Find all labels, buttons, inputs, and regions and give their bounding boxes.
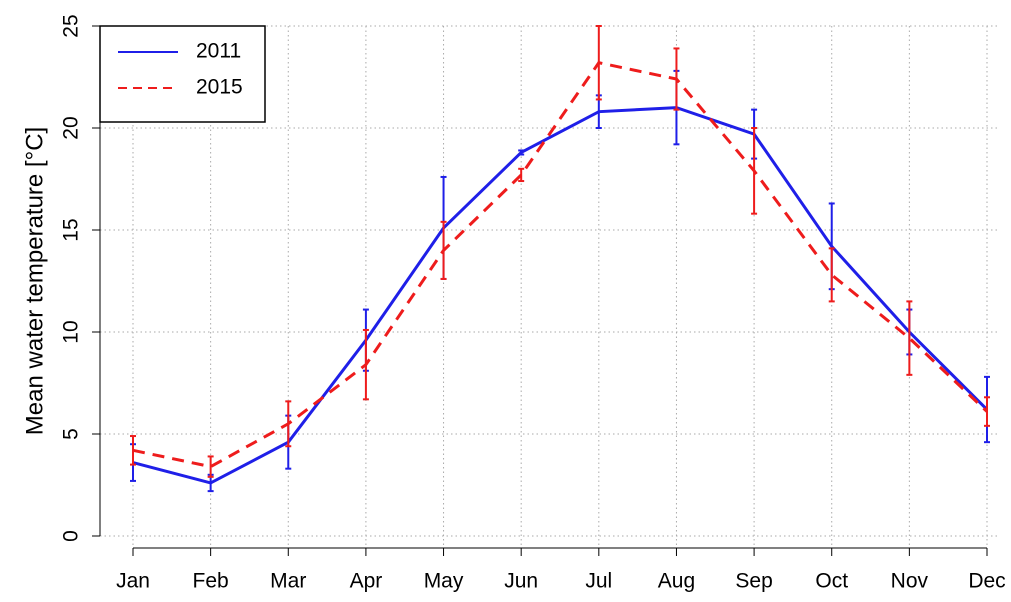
error-bar	[518, 167, 525, 183]
error-bar	[207, 455, 214, 478]
legend-box	[99, 25, 266, 123]
legend-label: 2011	[196, 40, 241, 63]
series-line	[132, 106, 989, 485]
y-tick-label: 25	[60, 14, 83, 37]
error-bar	[828, 247, 835, 303]
x-tick-label: Jul	[585, 570, 612, 593]
x-tick-label: Jan	[116, 570, 150, 593]
y-tick-label: 10	[60, 320, 83, 343]
y-tick-label: 5	[60, 428, 83, 440]
x-tick-label: Feb	[193, 570, 229, 593]
x-tick-label: Sep	[735, 570, 772, 593]
legend-label: 2015	[196, 76, 243, 99]
y-tick-label: 20	[60, 116, 83, 139]
x-tick-label: Apr	[350, 570, 383, 593]
x-tick-label: Mar	[270, 570, 306, 593]
y-tick-label: 15	[60, 218, 83, 241]
x-tick-label: Nov	[891, 570, 929, 593]
x-tick-label: Jun	[504, 570, 538, 593]
series-line	[132, 61, 989, 469]
x-tick-label: Aug	[658, 570, 695, 593]
x-tick-label: Dec	[968, 570, 1005, 593]
x-tick-label: Oct	[815, 570, 848, 593]
error-bar	[906, 300, 913, 376]
y-axis-label: Mean water temperature [°C]	[21, 127, 48, 435]
x-tick-label: May	[424, 570, 464, 593]
y-tick-label: 0	[60, 530, 83, 542]
